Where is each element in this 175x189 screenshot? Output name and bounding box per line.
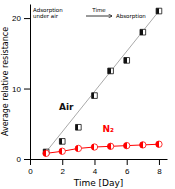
x-tick: 8	[157, 159, 162, 176]
y-tick-mark	[24, 18, 30, 19]
marker	[75, 145, 81, 151]
y-axis-line	[30, 5, 31, 160]
x-tick-label: 0	[28, 167, 33, 176]
y-tick: 10	[12, 85, 30, 94]
marker	[124, 58, 130, 64]
marker	[92, 93, 98, 99]
annotation: Absorption	[116, 13, 146, 20]
arrow	[86, 16, 112, 17]
y-tick-label: 0	[17, 155, 22, 164]
y-tick: 0	[17, 155, 30, 164]
y-tick-mark	[24, 89, 30, 90]
x-tick-label: 8	[157, 167, 162, 176]
x-tick: 6	[125, 159, 130, 176]
annotation: Time	[91, 7, 106, 13]
x-tick: 2	[61, 159, 66, 176]
marker	[124, 142, 130, 148]
x-tick-label: 4	[93, 167, 98, 176]
marker	[76, 124, 82, 130]
x-tick-mark	[62, 159, 63, 165]
marker	[140, 142, 146, 148]
y-tick: 20	[12, 14, 30, 23]
marker	[91, 144, 97, 150]
x-tick-mark	[30, 159, 31, 165]
x-tick-label: 6	[125, 167, 130, 176]
marker	[156, 8, 162, 14]
data	[43, 8, 162, 156]
annotation: Adsorptionunder air	[33, 7, 63, 19]
marker	[59, 139, 65, 145]
marker	[43, 150, 49, 156]
marker	[107, 143, 113, 149]
series-label: Air	[59, 102, 74, 112]
marker	[156, 141, 162, 147]
x-axis-title: Time [Day]	[73, 178, 124, 188]
y-tick-mark	[24, 159, 30, 160]
x-tick-label: 2	[61, 167, 66, 176]
y-tick-label: 20	[12, 14, 21, 23]
y-axis: 0 10 20	[12, 5, 30, 165]
chart: 0 2 4 6 8 0 10 20 Time [Day] Average relative res…	[0, 0, 175, 189]
x-axis: 0 2 4 6 8	[28, 159, 167, 176]
y-axis-title: Average relative resistance	[1, 27, 10, 136]
series-label: N₂	[103, 124, 115, 134]
x-tick-mark	[127, 159, 128, 165]
marker	[59, 148, 65, 154]
x-tick-mark	[94, 159, 95, 165]
plot: 0 2 4 6 8 0 10 20 Time [Day] Average relative res…	[1, 5, 168, 189]
x-tick: 0	[28, 159, 33, 176]
y-tick-label: 10	[12, 85, 21, 94]
x-axis-line	[31, 159, 168, 160]
trend-line	[46, 11, 159, 152]
x-tick: 4	[93, 159, 98, 176]
x-tick-mark	[159, 159, 160, 165]
marker	[140, 29, 146, 35]
marker	[108, 68, 114, 74]
